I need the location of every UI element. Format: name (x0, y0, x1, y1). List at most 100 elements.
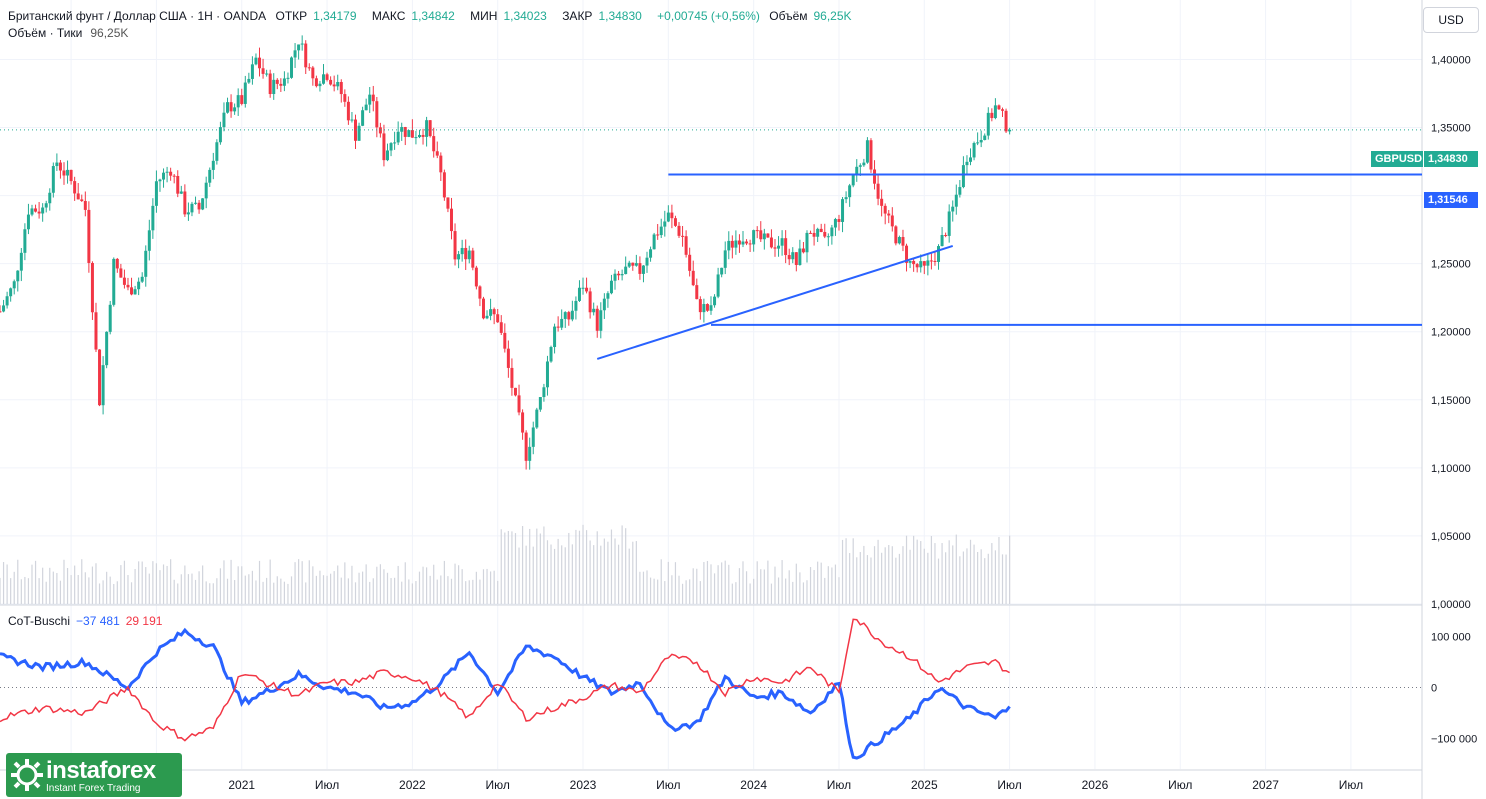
volume-bar (70, 575, 72, 604)
volume-bar (546, 540, 549, 604)
volume-bar (365, 564, 367, 604)
candle-body (435, 151, 439, 156)
volume-bar (0, 577, 1, 604)
volume-bar (667, 561, 669, 604)
volume-bar (721, 562, 723, 604)
symbol-name[interactable]: Британский фунт / Доллар США · 1Н · OAND… (8, 9, 267, 23)
candle-body (812, 232, 816, 237)
volume-bar (955, 534, 957, 604)
candle-body (649, 249, 653, 258)
volume-bar (891, 546, 893, 604)
candle-body (556, 326, 560, 328)
volume-bar (24, 576, 26, 604)
volume-bar (315, 575, 317, 604)
candle-body (471, 250, 475, 268)
volume-bar (916, 539, 918, 604)
candle-body (226, 102, 230, 113)
candle-body (588, 291, 592, 313)
candle-body (290, 57, 294, 78)
volume-bar (251, 570, 254, 604)
volume-bar (258, 560, 261, 604)
volume-bar (180, 574, 182, 604)
candle-body (698, 299, 702, 313)
candle-body (727, 240, 731, 251)
candle-body (681, 235, 685, 237)
volume-bar (642, 571, 645, 604)
volume-bar (824, 577, 826, 604)
candle-body (961, 165, 965, 188)
volume-bar (205, 581, 207, 604)
volume-bar (888, 545, 890, 604)
candle-body (577, 287, 581, 301)
volume-bar (991, 543, 993, 604)
candle-body (794, 252, 798, 265)
volume-bar (1001, 554, 1004, 604)
candle-body (371, 94, 375, 102)
volume-bar (511, 531, 513, 604)
candle-body (560, 318, 564, 328)
trend-line[interactable] (596, 245, 954, 360)
volume-bar (905, 535, 908, 604)
volume-bar (568, 532, 570, 604)
candle-body (659, 226, 663, 236)
volume-bar (10, 578, 12, 604)
volume-bar (372, 578, 374, 604)
indicator-legend[interactable]: CoT-Buschi −37 481 29 191 (8, 614, 162, 628)
volume-bar (262, 581, 264, 604)
volume-bar (834, 564, 837, 604)
volume-bar (706, 560, 709, 604)
candle-body (421, 134, 425, 137)
candle-body (332, 84, 336, 87)
volume-bar (753, 578, 755, 604)
volume-bar (351, 565, 353, 604)
candle-body (737, 240, 741, 245)
candle-body (631, 262, 635, 266)
candle-body (119, 268, 123, 278)
candle-body (350, 119, 354, 121)
volume-bar (653, 578, 655, 604)
volume-bar (767, 560, 769, 604)
volume-bar (379, 564, 381, 604)
candle-body (869, 140, 873, 170)
volume-bar (571, 544, 573, 604)
volume-bar (763, 569, 765, 604)
candle-body (663, 221, 667, 227)
volume-bar (362, 571, 364, 604)
volume-bar (827, 566, 829, 604)
volume-bar (326, 575, 328, 604)
candle-body (1001, 109, 1005, 111)
volume-bar (859, 552, 861, 604)
currency-button[interactable]: USD (1423, 7, 1479, 33)
volume-bar (6, 564, 8, 604)
volume-bar (600, 545, 602, 604)
volume-bar (482, 569, 485, 604)
candle-body (105, 331, 109, 366)
volume-bar (937, 558, 940, 604)
volume-bar (102, 580, 104, 604)
volume-bar (148, 573, 150, 604)
volume-bar (529, 528, 531, 604)
volume-bar (838, 577, 840, 604)
candle-body (261, 68, 265, 74)
instaforex-logo[interactable]: instaforex Instant Forex Trading (6, 753, 182, 797)
volume-bar (411, 583, 413, 604)
candle-body (798, 248, 802, 265)
candle-body (425, 120, 429, 137)
candle-body (933, 260, 937, 262)
candle-body (329, 79, 333, 85)
volume-bar (646, 570, 648, 604)
candle-body (641, 265, 645, 274)
volume-bar (607, 541, 609, 604)
candle-body (887, 213, 891, 216)
volume-bar (223, 560, 225, 604)
candle-body (2, 305, 6, 312)
volume-legend[interactable]: Объём · Тики 96,25K (8, 26, 128, 40)
volume-bar (116, 581, 118, 604)
candle-body (240, 95, 244, 104)
volume-bar (194, 579, 197, 604)
volume-bar (831, 567, 833, 604)
candle-body (247, 78, 251, 83)
candle-body (19, 252, 23, 271)
volume-bar (987, 553, 989, 604)
